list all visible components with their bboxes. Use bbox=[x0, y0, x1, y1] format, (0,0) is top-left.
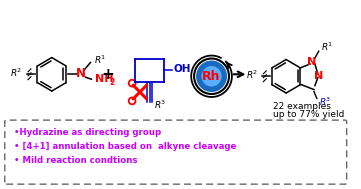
Circle shape bbox=[196, 60, 227, 92]
Text: $R^1$: $R^1$ bbox=[321, 41, 333, 53]
Text: N: N bbox=[307, 57, 317, 67]
Text: N: N bbox=[314, 71, 323, 81]
Text: $R^3$: $R^3$ bbox=[319, 95, 331, 108]
Circle shape bbox=[201, 66, 222, 87]
Text: N: N bbox=[76, 67, 86, 80]
FancyBboxPatch shape bbox=[5, 120, 347, 184]
Text: +: + bbox=[101, 67, 114, 82]
Text: Rh: Rh bbox=[202, 70, 221, 83]
Text: $R^2$: $R^2$ bbox=[246, 68, 258, 81]
Text: OH: OH bbox=[174, 64, 191, 74]
Text: • [4+1] annulation based on  alkyne cleavage: • [4+1] annulation based on alkyne cleav… bbox=[14, 142, 236, 151]
Text: $R^1$: $R^1$ bbox=[94, 53, 107, 66]
Text: $R^3$: $R^3$ bbox=[155, 99, 167, 111]
Text: 2: 2 bbox=[110, 78, 115, 87]
Text: •Hydrazine as directing group: •Hydrazine as directing group bbox=[14, 128, 161, 137]
Text: • Mild reaction condtions: • Mild reaction condtions bbox=[14, 156, 138, 164]
Text: up to 77% yield: up to 77% yield bbox=[273, 110, 344, 119]
Text: 22 examples: 22 examples bbox=[273, 102, 330, 111]
Text: NH: NH bbox=[95, 74, 114, 84]
Text: $R^2$: $R^2$ bbox=[10, 66, 23, 79]
